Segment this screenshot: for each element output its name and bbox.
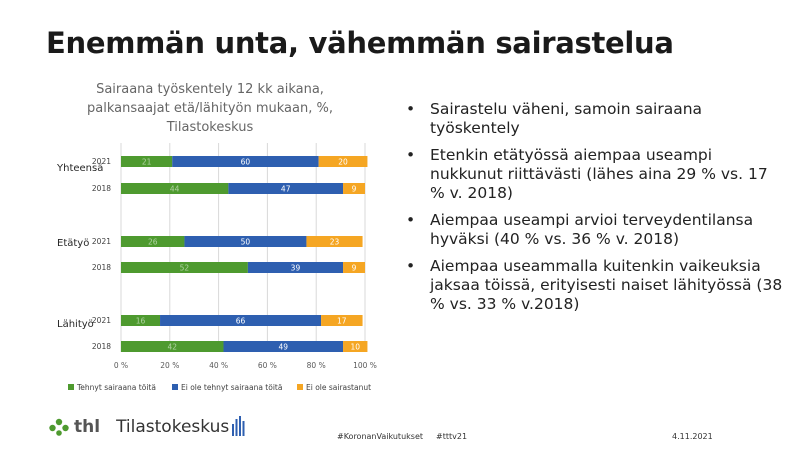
year-label: 2018 <box>92 184 111 193</box>
data-label: 42 <box>167 343 177 352</box>
year-label: 2018 <box>92 342 111 351</box>
bullet-text: Sairastelu väheni, samoin sairaana työsk… <box>430 100 703 137</box>
data-label: 44 <box>170 185 180 194</box>
bullet-item: • Aiempaa useammalla kuitenkin vaikeuksia… <box>404 257 784 314</box>
data-label: 49 <box>278 343 288 352</box>
data-label: 47 <box>281 185 291 194</box>
thl-logo: thl <box>48 417 100 437</box>
x-tick-label: 80 % <box>307 361 326 370</box>
bar-segment <box>228 183 344 194</box>
tilastokeskus-logo-text: Tilastokeskus <box>116 417 230 437</box>
chart-title: Sairaana työskentely 12 kk aikana, palka… <box>87 82 333 135</box>
legend-label: Tehnyt sairaana töitä <box>76 383 156 392</box>
footer-hashtag-koronan: #KoronanVaikutukset <box>337 432 423 441</box>
legend-label: Ei ole tehnyt sairaana töitä <box>181 383 282 392</box>
data-label: 26 <box>148 238 158 247</box>
bar-segment <box>121 341 224 352</box>
data-label: 16 <box>136 317 146 326</box>
data-label: 17 <box>337 317 347 326</box>
legend-swatch <box>297 384 303 390</box>
bullet-item: • Sairastelu väheni, samoin sairaana työs… <box>404 100 784 138</box>
bullet-text: Etenkin etätyössä aiempaa useampi nukkun… <box>430 146 768 202</box>
thl-logo-text: thl <box>74 417 101 437</box>
x-tick-label: 20 % <box>160 361 179 370</box>
bar-segment <box>121 156 173 167</box>
year-label: 2021 <box>92 237 111 246</box>
thl-logo-icon <box>49 418 69 436</box>
bullet-symbol: • <box>406 100 416 118</box>
bullet-list: • Sairastelu väheni, samoin sairaana työs… <box>404 100 784 322</box>
legend-swatch <box>172 384 178 390</box>
stacked-bar-chart: 0 % 20 % 40 % 60 % 80 % 100 % Yhteensä Etätyö Lä… <box>56 143 377 392</box>
bar-segment <box>121 262 248 273</box>
bar-segment <box>223 341 344 352</box>
bullet-symbol: • <box>406 257 416 275</box>
bullet-symbol: • <box>406 211 416 229</box>
footer-date: 4.11.2021 <box>672 432 713 441</box>
data-label: 9 <box>352 185 357 194</box>
data-label: 20 <box>338 158 348 167</box>
x-tick-label: 0 % <box>114 361 128 370</box>
x-tick-label: 100 % <box>353 361 377 370</box>
bar-segment <box>321 315 363 326</box>
category-label: Lähityö <box>57 319 94 330</box>
data-label: 60 <box>241 158 251 167</box>
year-label: 2021 <box>92 316 111 325</box>
bar-segment <box>318 156 368 167</box>
data-label: 23 <box>330 238 340 247</box>
legend-swatch <box>68 384 74 390</box>
bar-segment <box>121 183 229 194</box>
bar-segment <box>160 315 322 326</box>
tilastokeskus-logo-icon <box>232 416 245 436</box>
data-label: 9 <box>352 264 357 273</box>
category-label: Etätyö <box>57 238 89 249</box>
data-label: 66 <box>236 317 246 326</box>
bar-segment <box>247 262 344 273</box>
bullet-item: • Etenkin etätyössä aiempaa useampi nukku… <box>404 146 784 203</box>
footer-logos: thl Tilastokeskus <box>48 416 247 438</box>
bar-segment <box>343 262 365 273</box>
data-label: 50 <box>241 238 251 247</box>
bullet-item: • Aiempaa useampi arvioi terveydentilansa… <box>404 211 784 249</box>
data-label: 10 <box>350 343 360 352</box>
bar-segment <box>343 341 368 352</box>
footer-hashtag-tttv: #tttv21 <box>436 432 468 441</box>
bar-segment <box>172 156 319 167</box>
data-label: 39 <box>291 264 301 273</box>
tilastokeskus-logo: Tilastokeskus <box>116 416 247 438</box>
bullet-text: Aiempaa useampi arvioi terveydentilansa … <box>430 211 754 248</box>
legend-label: Ei ole sairastanut <box>306 383 371 392</box>
year-label: 2018 <box>92 263 111 272</box>
bullet-symbol: • <box>406 146 416 164</box>
bar-segment <box>343 183 365 194</box>
bar-segment <box>121 236 185 247</box>
bar-segment <box>306 236 363 247</box>
bullet-text: Aiempaa useammalla kuitenkin vaikeuksia … <box>430 257 783 313</box>
x-tick-label: 60 % <box>258 361 277 370</box>
bar-segment <box>121 315 161 326</box>
year-label: 2021 <box>92 157 111 166</box>
data-label: 52 <box>180 264 190 273</box>
category-label: Yhteensä <box>56 163 103 174</box>
bar-segment <box>184 236 307 247</box>
slide-title: Enemmän unta, vähemmän sairastelua <box>46 26 674 60</box>
data-label: 21 <box>142 158 152 167</box>
x-tick-label: 40 % <box>209 361 228 370</box>
